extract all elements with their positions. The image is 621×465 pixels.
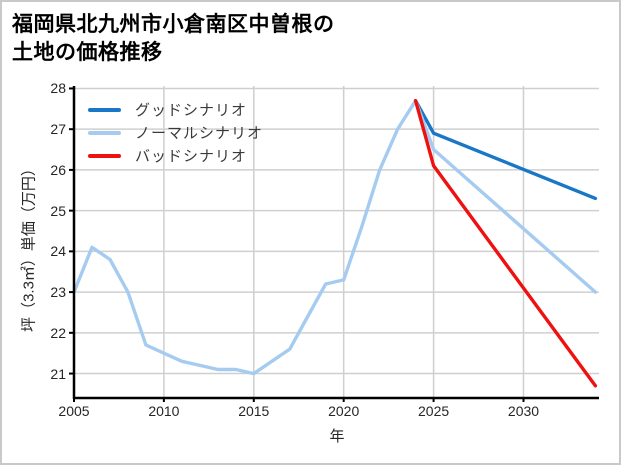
legend-item-good-scenario: グッドシナリオ <box>88 98 263 121</box>
chart-title-line1: 福岡県北九州市小倉南区中曽根の <box>12 13 335 36</box>
legend-item-bad-scenario: バッドシナリオ <box>88 144 263 167</box>
axes <box>69 86 599 402</box>
legend-line-swatch <box>88 130 121 135</box>
series-good-scenario <box>413 98 598 201</box>
y-axis-title: 坪（3.3㎡）単価（万円） <box>20 161 38 332</box>
legend: グッドシナリオ ノーマルシナリオ バッドシナリオ <box>88 98 263 167</box>
legend-line-swatch <box>88 153 121 158</box>
series-bad-scenario <box>413 98 598 388</box>
chart-title: 福岡県北九州市小倉南区中曽根の 土地の価格推移 <box>12 11 335 67</box>
gridlines <box>74 86 599 398</box>
legend-label: グッドシナリオ <box>135 102 248 119</box>
x-axis-title: 年 <box>329 428 345 445</box>
chart-title-line2: 土地の価格推移 <box>12 41 163 64</box>
legend-label: ノーマルシナリオ <box>135 125 264 142</box>
legend-line-swatch <box>88 107 121 112</box>
legend-label: バッドシナリオ <box>135 148 248 165</box>
series-normal-scenario <box>72 98 598 376</box>
legend-item-normal-scenario: ノーマルシナリオ <box>88 121 263 144</box>
